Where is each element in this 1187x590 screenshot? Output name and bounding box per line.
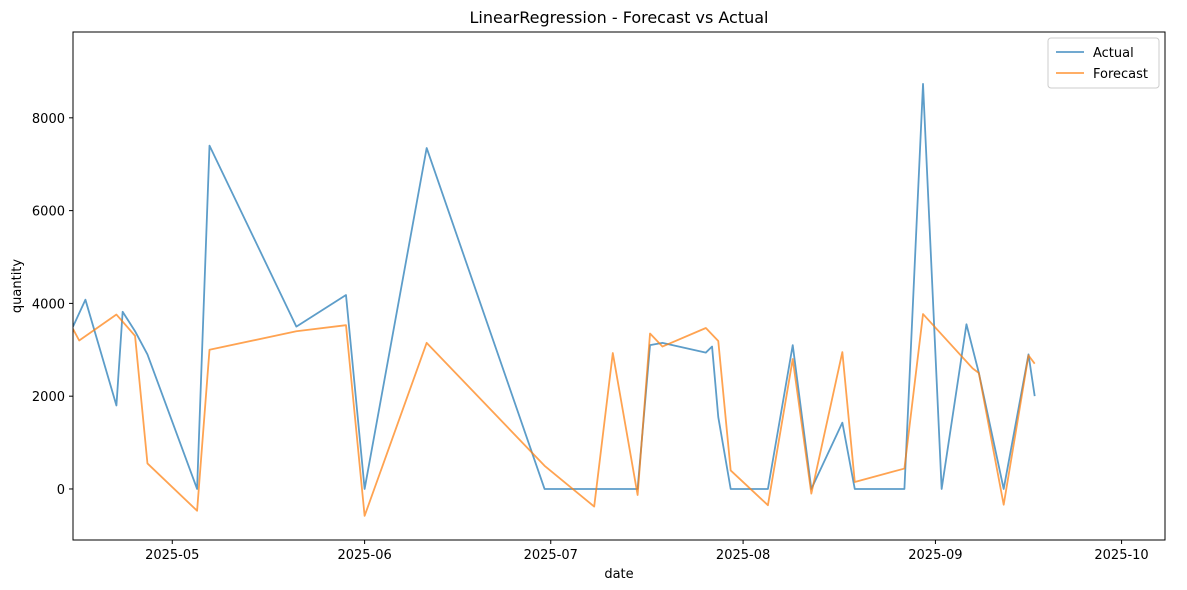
legend-label-forecast: Forecast (1093, 67, 1148, 82)
chart-title: LinearRegression - Forecast vs Actual (470, 8, 769, 27)
axes: 2025-05 2025-06 2025-07 2025-08 2025-09 2025-… (32, 112, 1149, 563)
y-tick-label: 2000 (32, 390, 65, 405)
x-tick-label: 2025-09 (908, 548, 962, 563)
x-tick-label: 2025-05 (145, 548, 199, 563)
x-tick-label: 2025-06 (337, 548, 391, 563)
y-tick-label: 0 (57, 483, 65, 498)
series-line-actual (73, 83, 1036, 490)
plot-area-frame (72, 31, 1166, 541)
series-line-forecast (73, 313, 1036, 517)
x-axis-label: date (604, 567, 633, 582)
x-tick-label: 2025-10 (1094, 548, 1148, 563)
legend-label-actual: Actual (1093, 46, 1134, 61)
y-axis-label: quantity (10, 259, 25, 314)
series-layer (73, 83, 1036, 517)
x-tick-label: 2025-08 (716, 548, 770, 563)
x-tick-label: 2025-07 (524, 548, 578, 563)
legend-box (1047, 37, 1160, 89)
y-tick-label: 6000 (32, 205, 65, 220)
y-tick-label: 4000 (32, 297, 65, 312)
y-tick-label: 8000 (32, 112, 65, 127)
legend: Actual Forecast (1047, 37, 1160, 89)
